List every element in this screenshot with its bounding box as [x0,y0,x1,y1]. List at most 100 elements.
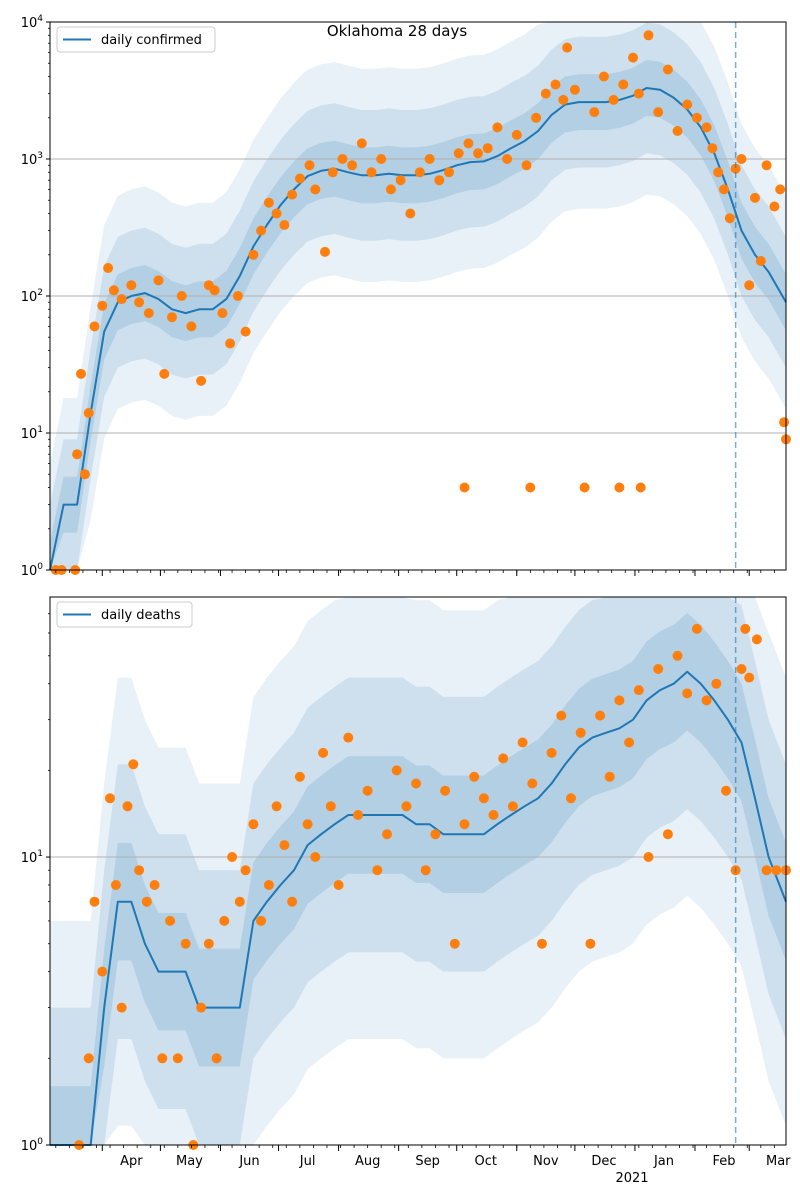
deaths-data-point [507,801,518,812]
confirmed-points-layer [50,30,791,575]
confirmed-data-point [482,143,493,154]
deaths-data-point [372,865,383,876]
confirmed-legend-box [56,26,216,53]
confirmed-data-point [719,184,729,195]
confirmed-data-point [769,201,780,212]
confirmed-data-point [521,160,532,171]
deaths-x-tick-label: Oct [475,1154,497,1169]
confirmed-data-point [279,220,290,230]
deaths-data-point [227,852,238,862]
deaths-x-ticks: Apr May Jun Jul Aug Sep Oct Nov Dec Jan Feb Mar [55,1145,791,1169]
confirmed-data-point [550,79,561,90]
confirmed-data-point [248,249,259,260]
deaths-x-tick-label: Dec [591,1154,616,1169]
confirmed-data-point [103,263,114,273]
deaths-data-point [682,688,693,699]
confirmed-data-point [635,482,646,493]
deaths-data-point [672,650,683,661]
deaths-data-point [271,801,282,812]
deaths-series-line [50,670,787,1146]
confirmed-data-point [76,368,86,379]
confirmed-data-point [444,167,454,178]
confirmed-data-point [126,280,137,291]
confirmed-data-point [395,175,406,186]
deaths-data-point [141,896,152,907]
deaths-x-tick-label: Jul [299,1154,316,1169]
confirmed-data-point [540,88,551,99]
deaths-points-layer [74,623,791,1150]
deaths-data-point [488,810,499,820]
confirmed-data-point [779,417,790,428]
deaths-data-point [420,865,431,876]
deaths-data-point [240,865,251,876]
confirmed-data-point [662,64,673,75]
deaths-data-point [333,880,344,890]
confirmed-data-point [337,154,348,164]
deaths-data-point [203,938,214,949]
deaths-data-point [761,865,772,876]
confirmed-data-point [562,42,573,53]
deaths-data-point [771,865,782,876]
deaths-data-point [411,778,422,789]
deaths-data-point [256,915,267,926]
deaths-data-point [401,801,412,812]
confirmed-data-point [744,280,755,291]
confirmed-data-point [713,167,724,178]
confirmed-data-point [569,84,580,95]
deaths-x-tick-label: Jun [238,1154,259,1169]
deaths-data-point [302,819,313,830]
confirmed-data-point [143,308,154,319]
confirmed-data-point [217,308,228,319]
deaths-data-point [211,1053,222,1064]
deaths-data-point [566,793,576,804]
confirmed-data-point [701,122,712,133]
deaths-data-point [325,801,336,812]
confirmed-data-point [385,184,396,195]
confirmed-data-point [579,482,590,493]
confirmed-data-point [750,192,760,203]
confirmed-data-point [459,482,470,493]
confirmed-data-point [232,291,243,301]
confirmed-data-point [196,375,207,386]
deaths-data-point [122,801,133,812]
confirmed-data-point [209,285,220,296]
confirmed-legend-label: daily confirmed [101,33,202,48]
deaths-data-point [595,710,606,721]
confirmed-data-point [453,148,464,159]
deaths-x-tick-label: Apr [120,1154,143,1169]
deaths-data-point [105,793,115,804]
deaths-data-point [440,785,451,796]
deaths-data-point [711,678,722,689]
deaths-data-point [343,732,354,743]
deaths-data-point [633,685,644,696]
deaths-data-point [751,634,762,645]
confirmed-data-point [271,208,282,219]
confirmed-data-point [97,300,108,311]
deaths-data-point [294,771,305,782]
deaths-data-point [546,747,557,758]
deaths-data-point [662,829,673,840]
confirmed-data-point [327,167,338,178]
confirmed-data-point [366,167,377,178]
deaths-data-point [624,737,635,748]
confirmed-data-point [531,112,542,123]
confirmed-data-point [628,52,638,63]
confirmed-data-point [167,312,177,323]
confirmed-data-point [633,88,644,99]
deaths-data-point [110,880,121,890]
deaths-data-point [180,938,191,949]
deaths-data-point [165,915,176,926]
deaths-data-point [643,852,654,862]
deaths-data-point [83,1053,94,1064]
confirmed-data-point [356,138,367,149]
deaths-data-point [740,623,751,634]
deaths-data-point [287,896,298,907]
deaths-data-point [604,771,615,782]
deaths-data-point [89,896,100,907]
deaths-data-point [128,759,139,770]
deaths-x-tick-label: May [176,1154,203,1169]
